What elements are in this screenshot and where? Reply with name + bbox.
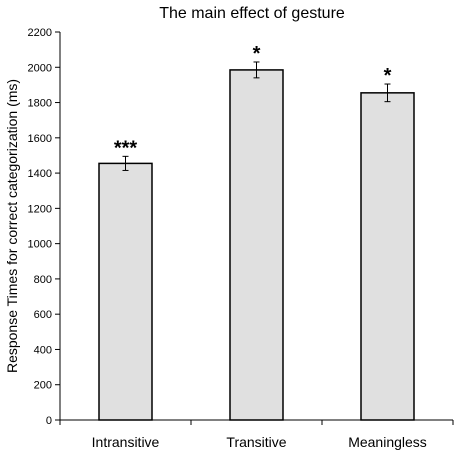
y-tick-label: 1000 <box>28 239 52 251</box>
bar-transitive <box>229 69 284 421</box>
y-tick-label: 0 <box>46 415 52 427</box>
x-category-label: Intransitive <box>92 434 160 450</box>
y-tick-label: 1600 <box>28 133 52 145</box>
y-tick-label: 2000 <box>28 62 52 74</box>
y-tick-label: 400 <box>34 344 52 356</box>
significance-marker: *** <box>114 137 138 159</box>
y-tick-label: 200 <box>34 380 52 392</box>
bar-intransitive <box>98 162 153 421</box>
bar-meaningless <box>360 92 415 421</box>
y-tick-label: 800 <box>34 274 52 286</box>
significance-marker: * <box>253 43 261 65</box>
y-tick-label: 1800 <box>28 98 52 110</box>
y-tick-label: 1200 <box>28 203 52 215</box>
plot-area: 0 200 400 600 800 1000 1200 1400 1600 1800 2000 220… <box>28 27 454 450</box>
y-tick-label: 1400 <box>28 168 52 180</box>
significance-marker: * <box>384 65 392 87</box>
chart-title: The main effect of gesture <box>159 5 345 22</box>
y-tick-label: 2200 <box>28 27 52 39</box>
x-category-label: Transitive <box>226 434 286 450</box>
y-tick-label: 600 <box>34 309 52 321</box>
y-axis-label: Response Times for correct categorizatio… <box>4 79 20 373</box>
x-category-label: Meaningless <box>348 434 427 450</box>
